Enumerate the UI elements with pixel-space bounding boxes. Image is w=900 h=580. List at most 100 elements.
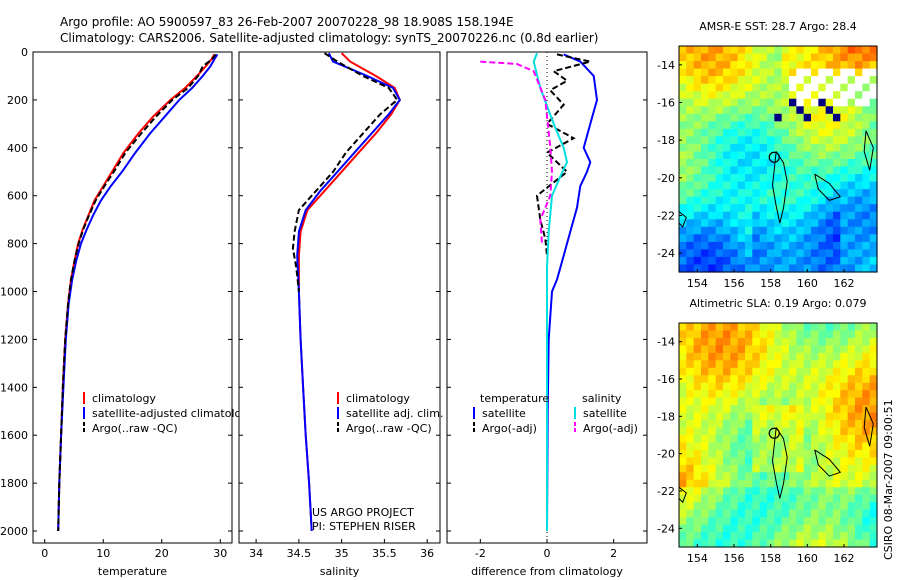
map-cell	[855, 412, 863, 421]
map-cell	[737, 91, 746, 100]
map-cell	[862, 367, 871, 376]
map-cell	[730, 106, 739, 115]
map-cell	[774, 397, 783, 406]
map-cell	[840, 174, 849, 183]
map-cell	[693, 53, 702, 62]
map-cell	[803, 151, 812, 160]
map-cell	[774, 196, 783, 205]
map-cell	[745, 128, 753, 137]
map-cell	[745, 151, 753, 160]
map-cell	[774, 360, 783, 369]
map-cell	[708, 539, 717, 548]
map-cell	[767, 405, 775, 414]
map-cell	[796, 323, 805, 332]
map-cell	[708, 420, 717, 429]
map-frame	[678, 322, 878, 548]
map-cell	[840, 345, 849, 354]
map-cell	[723, 509, 731, 518]
map-cell	[759, 241, 768, 250]
map-cell	[774, 61, 783, 70]
map-cell	[818, 323, 827, 332]
map-cell	[752, 487, 761, 496]
map-cell	[855, 226, 863, 235]
map-cell	[862, 502, 871, 511]
map-cell	[847, 61, 856, 70]
map-cell	[693, 427, 702, 436]
map-cell	[796, 91, 805, 100]
map-cell	[869, 397, 878, 406]
map-cell	[862, 524, 871, 533]
map-cell	[855, 166, 863, 175]
map-cell	[774, 166, 783, 175]
map-cell	[825, 442, 834, 451]
map-cell	[767, 435, 775, 444]
map-cell	[833, 128, 841, 137]
map-cell	[737, 382, 746, 391]
map-cell	[752, 83, 761, 92]
map-cell	[833, 204, 841, 213]
map-cell	[730, 420, 739, 429]
map-cell	[767, 166, 775, 175]
map-cell	[811, 464, 819, 473]
map-cell	[759, 181, 768, 190]
map-cell	[759, 427, 768, 436]
x-tick-label: 158	[760, 277, 781, 290]
map-cell	[708, 375, 717, 384]
map-cell	[715, 352, 724, 361]
map-cell	[737, 211, 746, 220]
map-cell	[796, 345, 805, 354]
map-cell	[818, 143, 827, 153]
map-cell	[811, 249, 819, 258]
map-cell	[693, 345, 702, 354]
map-cell	[774, 502, 783, 511]
map-cell	[781, 360, 790, 369]
map-cell	[825, 113, 834, 122]
map-cell	[767, 113, 775, 122]
map-cell	[803, 136, 812, 145]
map-cell	[774, 241, 783, 250]
map-cell	[715, 211, 724, 220]
map-cell	[833, 121, 841, 130]
map-cell	[686, 390, 695, 399]
map-cell	[752, 68, 761, 77]
map-cell	[701, 337, 709, 346]
map-cell	[862, 457, 871, 466]
map-cell	[730, 487, 739, 496]
map-cell	[825, 136, 834, 145]
map-cell	[679, 390, 687, 399]
map-cell	[789, 435, 797, 444]
map-cell	[833, 449, 841, 458]
map-cell	[825, 106, 834, 115]
map-cell	[803, 375, 812, 384]
map-cell	[708, 181, 717, 190]
map-cell	[789, 479, 797, 488]
map-cell	[767, 226, 775, 235]
map-cell	[869, 234, 878, 243]
map-cell	[811, 323, 819, 332]
map-cell	[796, 375, 805, 384]
map-cell	[679, 517, 687, 526]
map-cell	[737, 345, 746, 354]
map-cell	[855, 532, 863, 541]
map-cell	[840, 113, 849, 122]
map-cell	[686, 61, 695, 70]
map-cell	[752, 159, 761, 168]
map-cell	[686, 330, 695, 339]
map-cell	[737, 46, 746, 55]
map-cell	[811, 143, 819, 153]
map-cell	[701, 98, 709, 107]
map-cell	[730, 264, 739, 273]
map-cell	[693, 330, 702, 339]
map-cell	[723, 106, 731, 115]
map-cell	[862, 427, 871, 436]
map-cell	[730, 196, 739, 205]
map-cell	[737, 143, 746, 153]
map-cell	[767, 352, 775, 361]
map-cell	[789, 390, 797, 399]
map-cell	[796, 211, 805, 220]
map-cell	[679, 345, 687, 354]
map-cell	[825, 420, 834, 429]
map-cell	[767, 502, 775, 511]
map-cell	[759, 226, 768, 235]
map-cell	[679, 249, 687, 258]
